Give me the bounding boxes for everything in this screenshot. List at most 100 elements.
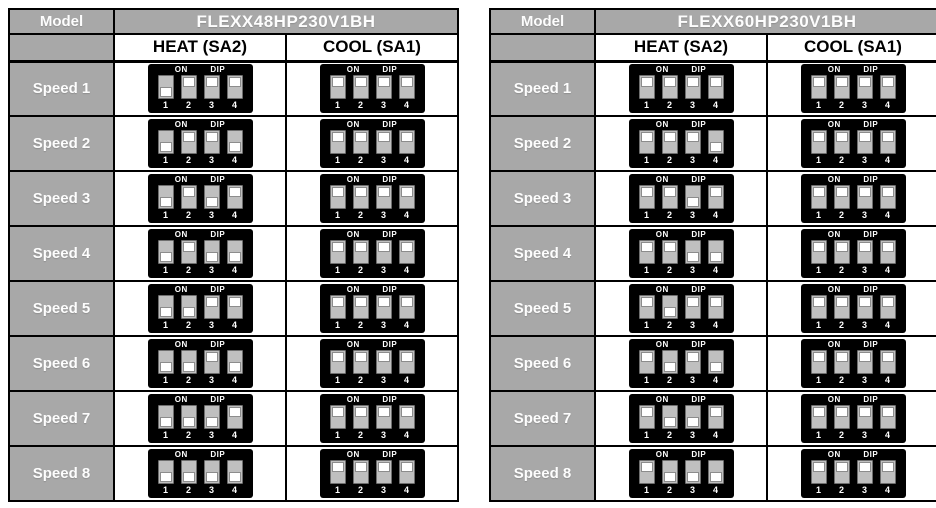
switch-number: 4 bbox=[884, 265, 890, 275]
dip-switch: 4 bbox=[879, 460, 896, 495]
dip-label: DIP bbox=[210, 450, 226, 459]
mode-header-row: HEAT (SA2) COOL (SA1) bbox=[489, 33, 936, 63]
switch-knob bbox=[331, 132, 344, 142]
dip-switch-block: ON DIP 1 2 3 4 bbox=[319, 284, 425, 333]
dip-switch: 2 bbox=[180, 75, 197, 110]
cool-dip-cell: ON DIP 1 2 3 4 bbox=[766, 115, 936, 172]
switch-slot bbox=[352, 75, 369, 100]
switch-knob bbox=[663, 242, 676, 252]
switch-slot bbox=[226, 460, 243, 484]
dip-top-labels: ON DIP bbox=[639, 176, 724, 185]
switch-row: 1 2 3 4 bbox=[810, 240, 896, 275]
switch-number: 2 bbox=[185, 210, 191, 220]
switch-slot bbox=[707, 240, 724, 264]
dip-top-labels: ON DIP bbox=[639, 451, 724, 460]
switch-number: 3 bbox=[861, 100, 867, 111]
dip-switch: 4 bbox=[707, 350, 724, 385]
cool-dip-cell: ON DIP 1 2 3 4 bbox=[285, 225, 459, 282]
switch-knob bbox=[228, 297, 241, 307]
switch-slot bbox=[375, 350, 392, 374]
switch-knob bbox=[400, 462, 413, 472]
switch-row: 1 2 3 4 bbox=[810, 350, 896, 385]
dip-top-labels: ON DIP bbox=[158, 121, 243, 130]
switch-slot bbox=[375, 185, 392, 209]
switch-slot bbox=[157, 295, 174, 319]
dip-switch: 3 bbox=[203, 460, 220, 495]
switch-knob bbox=[228, 187, 241, 197]
switch-number: 1 bbox=[815, 375, 821, 385]
switch-number: 1 bbox=[334, 100, 340, 111]
dip-label: DIP bbox=[691, 450, 707, 459]
switch-slot bbox=[684, 350, 701, 374]
switch-number: 4 bbox=[712, 100, 718, 111]
switch-number: 1 bbox=[162, 155, 168, 165]
dip-switch: 3 bbox=[684, 460, 701, 495]
switch-knob bbox=[331, 242, 344, 252]
switch-number: 3 bbox=[380, 100, 386, 111]
switch-number: 3 bbox=[861, 155, 867, 165]
on-label: ON bbox=[174, 450, 188, 459]
speed-label-cell: Speed 7 bbox=[8, 390, 115, 447]
switch-number: 2 bbox=[185, 155, 191, 165]
switch-slot bbox=[375, 460, 392, 484]
switch-slot bbox=[398, 295, 415, 319]
switch-knob bbox=[205, 77, 218, 88]
dip-switch-block: ON DIP 1 2 3 4 bbox=[319, 229, 425, 278]
switch-number: 2 bbox=[838, 430, 844, 440]
dip-switch: 2 bbox=[180, 240, 197, 275]
switch-knob bbox=[354, 407, 367, 417]
dip-switch: 2 bbox=[833, 405, 850, 440]
switch-slot bbox=[684, 75, 701, 100]
dip-switch-block: ON DIP 1 2 3 4 bbox=[800, 449, 906, 498]
dip-switch: 4 bbox=[226, 185, 243, 220]
switch-knob bbox=[331, 297, 344, 307]
switch-number: 4 bbox=[403, 155, 409, 165]
dip-switch: 1 bbox=[638, 240, 655, 275]
switch-slot bbox=[226, 240, 243, 264]
switch-slot bbox=[180, 405, 197, 429]
dip-switch: 3 bbox=[684, 405, 701, 440]
switch-slot bbox=[203, 295, 220, 319]
on-label: ON bbox=[655, 175, 669, 184]
dip-label: DIP bbox=[863, 285, 879, 294]
speed-label-cell: Speed 5 bbox=[8, 280, 115, 337]
switch-slot bbox=[398, 130, 415, 154]
switch-number: 1 bbox=[334, 375, 340, 385]
on-label: ON bbox=[346, 175, 360, 184]
dip-switch: 2 bbox=[352, 240, 369, 275]
dip-switch: 4 bbox=[398, 75, 415, 110]
switch-row: 1 2 3 4 bbox=[329, 185, 415, 220]
switch-knob bbox=[858, 242, 871, 252]
dip-switch: 4 bbox=[707, 460, 724, 495]
on-label: ON bbox=[174, 175, 188, 184]
switch-number: 1 bbox=[162, 375, 168, 385]
dip-switch: 4 bbox=[707, 240, 724, 275]
dip-top-labels: ON DIP bbox=[639, 286, 724, 295]
switch-slot bbox=[810, 405, 827, 429]
dip-label: DIP bbox=[691, 395, 707, 404]
dip-switch: 2 bbox=[180, 405, 197, 440]
heat-dip-cell: ON DIP 1 2 3 4 bbox=[594, 225, 768, 282]
switch-knob bbox=[228, 77, 241, 88]
heat-dip-cell: ON DIP 1 2 3 4 bbox=[113, 335, 287, 392]
switch-number: 3 bbox=[689, 155, 695, 165]
switch-slot bbox=[226, 185, 243, 209]
switch-slot bbox=[833, 75, 850, 100]
switch-knob bbox=[354, 132, 367, 142]
switch-number: 1 bbox=[643, 155, 649, 165]
switch-row: 1 2 3 4 bbox=[329, 350, 415, 385]
switch-slot bbox=[707, 295, 724, 319]
switch-slot bbox=[684, 185, 701, 209]
switch-knob bbox=[228, 407, 241, 417]
switch-slot bbox=[638, 460, 655, 484]
switch-number: 2 bbox=[838, 100, 844, 111]
switch-row: 1 2 3 4 bbox=[157, 405, 243, 440]
dip-switch: 4 bbox=[879, 295, 896, 330]
switch-number: 1 bbox=[162, 320, 168, 330]
switch-knob bbox=[159, 362, 172, 372]
dip-switch: 3 bbox=[203, 350, 220, 385]
switch-number: 1 bbox=[334, 155, 340, 165]
switch-knob bbox=[377, 462, 390, 472]
switch-slot bbox=[180, 75, 197, 100]
speed-label-cell: Speed 5 bbox=[489, 280, 596, 337]
